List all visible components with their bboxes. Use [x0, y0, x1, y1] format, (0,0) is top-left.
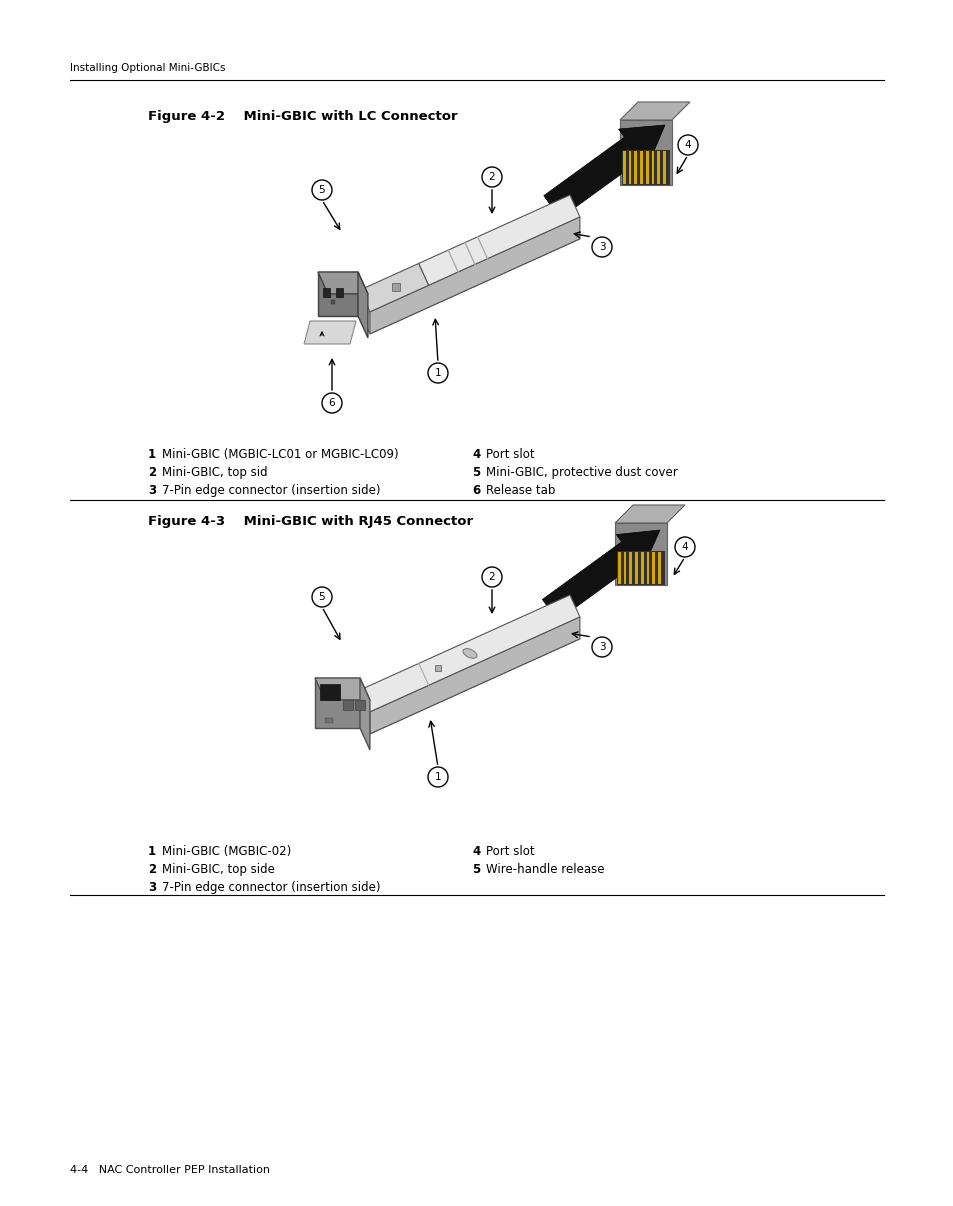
Text: 5: 5: [318, 592, 325, 602]
Polygon shape: [418, 195, 579, 286]
Text: 3: 3: [598, 642, 604, 652]
Text: Mini-GBIC (MGBIC-LC01 or MGBIC-LC09): Mini-GBIC (MGBIC-LC01 or MGBIC-LC09): [162, 447, 398, 461]
Polygon shape: [314, 678, 370, 699]
Text: Release tab: Release tab: [485, 484, 555, 497]
Bar: [635, 552, 638, 584]
Bar: [640, 552, 643, 584]
Text: 4: 4: [472, 845, 479, 857]
Bar: [617, 551, 664, 585]
Text: 2: 2: [148, 466, 156, 479]
Polygon shape: [542, 529, 659, 621]
Ellipse shape: [462, 649, 476, 658]
Bar: [658, 552, 660, 584]
Text: Mini-GBIC, top sid: Mini-GBIC, top sid: [162, 466, 268, 479]
Text: Figure 4-2    Mini-GBIC with LC Connector: Figure 4-2 Mini-GBIC with LC Connector: [148, 110, 457, 123]
Text: 5: 5: [472, 466, 479, 479]
Text: 6: 6: [472, 484, 479, 497]
Polygon shape: [619, 103, 689, 121]
Bar: [435, 665, 441, 671]
Bar: [325, 718, 333, 724]
Text: 2: 2: [488, 572, 495, 582]
Text: Installing Optional Mini-GBICs: Installing Optional Mini-GBICs: [70, 63, 225, 74]
Bar: [651, 151, 654, 185]
Bar: [646, 552, 649, 584]
Bar: [618, 552, 620, 584]
Text: 4: 4: [684, 140, 691, 150]
Polygon shape: [304, 321, 355, 344]
Text: Mini-GBIC, top side: Mini-GBIC, top side: [162, 863, 274, 876]
Text: 2: 2: [148, 863, 156, 876]
Bar: [629, 552, 632, 584]
Bar: [628, 151, 631, 185]
Bar: [621, 150, 669, 185]
Text: Port slot: Port slot: [485, 845, 534, 857]
Polygon shape: [317, 273, 368, 294]
Polygon shape: [357, 273, 368, 338]
Text: 5: 5: [318, 185, 325, 195]
Bar: [335, 288, 343, 297]
Bar: [645, 151, 648, 185]
Text: Figure 4-3    Mini-GBIC with RJ45 Connector: Figure 4-3 Mini-GBIC with RJ45 Connector: [148, 515, 473, 528]
Text: 4-4   NAC Controller PEP Installation: 4-4 NAC Controller PEP Installation: [70, 1165, 270, 1175]
Bar: [343, 699, 353, 710]
Text: Wire-handle release: Wire-handle release: [485, 863, 604, 876]
Bar: [623, 552, 626, 584]
Bar: [619, 121, 671, 185]
Bar: [615, 523, 666, 585]
Text: 4: 4: [681, 541, 688, 552]
Text: Mini-GBIC (MGBIC-02): Mini-GBIC (MGBIC-02): [162, 845, 291, 857]
Text: 7-Pin edge connector (insertion side): 7-Pin edge connector (insertion side): [162, 882, 380, 894]
Polygon shape: [359, 678, 370, 750]
Polygon shape: [359, 617, 579, 734]
Polygon shape: [359, 263, 428, 312]
Text: 5: 5: [472, 863, 479, 876]
Polygon shape: [543, 125, 664, 218]
Text: 1: 1: [435, 772, 441, 781]
Polygon shape: [370, 217, 579, 334]
Bar: [634, 151, 637, 185]
Polygon shape: [370, 616, 579, 734]
Bar: [331, 300, 335, 304]
Text: 1: 1: [148, 447, 156, 461]
Polygon shape: [359, 217, 579, 334]
Text: Mini-GBIC, protective dust cover: Mini-GBIC, protective dust cover: [485, 466, 677, 479]
Bar: [392, 282, 400, 291]
Text: Port slot: Port slot: [485, 447, 534, 461]
Bar: [652, 552, 655, 584]
Text: 3: 3: [148, 882, 156, 894]
Text: 1: 1: [148, 845, 156, 857]
Bar: [639, 151, 642, 185]
Text: 7-Pin edge connector (insertion side): 7-Pin edge connector (insertion side): [162, 484, 380, 497]
Bar: [657, 151, 659, 185]
Text: 6: 6: [329, 398, 335, 408]
Polygon shape: [359, 595, 579, 712]
Text: 1: 1: [435, 368, 441, 377]
Text: 3: 3: [598, 242, 604, 252]
Polygon shape: [615, 505, 684, 523]
Text: 2: 2: [488, 172, 495, 182]
Bar: [323, 288, 330, 297]
Bar: [314, 678, 359, 728]
Bar: [662, 151, 665, 185]
Bar: [355, 699, 365, 710]
Text: 3: 3: [148, 484, 156, 497]
Bar: [622, 151, 625, 185]
Bar: [319, 684, 339, 699]
Text: 4: 4: [472, 447, 479, 461]
Bar: [317, 273, 357, 316]
